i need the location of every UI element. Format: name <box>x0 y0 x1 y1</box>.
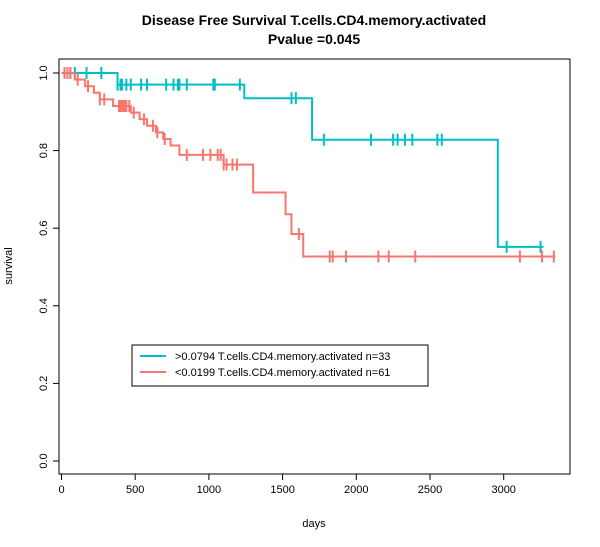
x-tick-label: 2500 <box>418 484 442 496</box>
legend-box <box>131 344 429 387</box>
y-tick-label: 0.6 <box>38 221 50 236</box>
legend: >0.0794 T.cells.CD4.memory.activated n=3… <box>131 344 429 387</box>
y-axis: 0.0 0.2 0.4 0.6 0.8 1.0 <box>38 65 59 469</box>
y-tick-label: 0.8 <box>38 143 50 158</box>
chart-title: Disease Free Survival T.cells.CD4.memory… <box>142 12 486 28</box>
x-tick-label: 0 <box>58 484 64 496</box>
survival-curve <box>61 72 556 258</box>
y-tick-label: 1.0 <box>38 65 50 80</box>
x-tick-label: 2000 <box>344 484 368 496</box>
y-axis-label: survival <box>3 247 15 284</box>
x-tick-label: 3000 <box>491 484 515 496</box>
survival-curve <box>61 72 544 248</box>
series-layer <box>61 67 556 263</box>
y-tick-label: 0.0 <box>38 453 50 468</box>
plot-box <box>58 58 571 475</box>
legend-entry: <0.0199 T.cells.CD4.memory.activated n=6… <box>175 367 390 379</box>
series-0 <box>61 67 544 253</box>
x-axis: 0 500 1000 1500 2000 2500 3000 <box>58 474 516 496</box>
series-1 <box>61 67 556 263</box>
y-tick-label: 0.2 <box>38 376 50 391</box>
chart-subtitle: Pvalue =0.045 <box>268 31 360 47</box>
x-axis-label: days <box>302 518 326 530</box>
y-tick-label: 0.4 <box>38 298 50 313</box>
x-tick-label: 1000 <box>197 484 221 496</box>
x-tick-label: 500 <box>126 484 144 496</box>
x-tick-label: 1500 <box>270 484 294 496</box>
legend-entry: >0.0794 T.cells.CD4.memory.activated n=3… <box>175 351 390 363</box>
